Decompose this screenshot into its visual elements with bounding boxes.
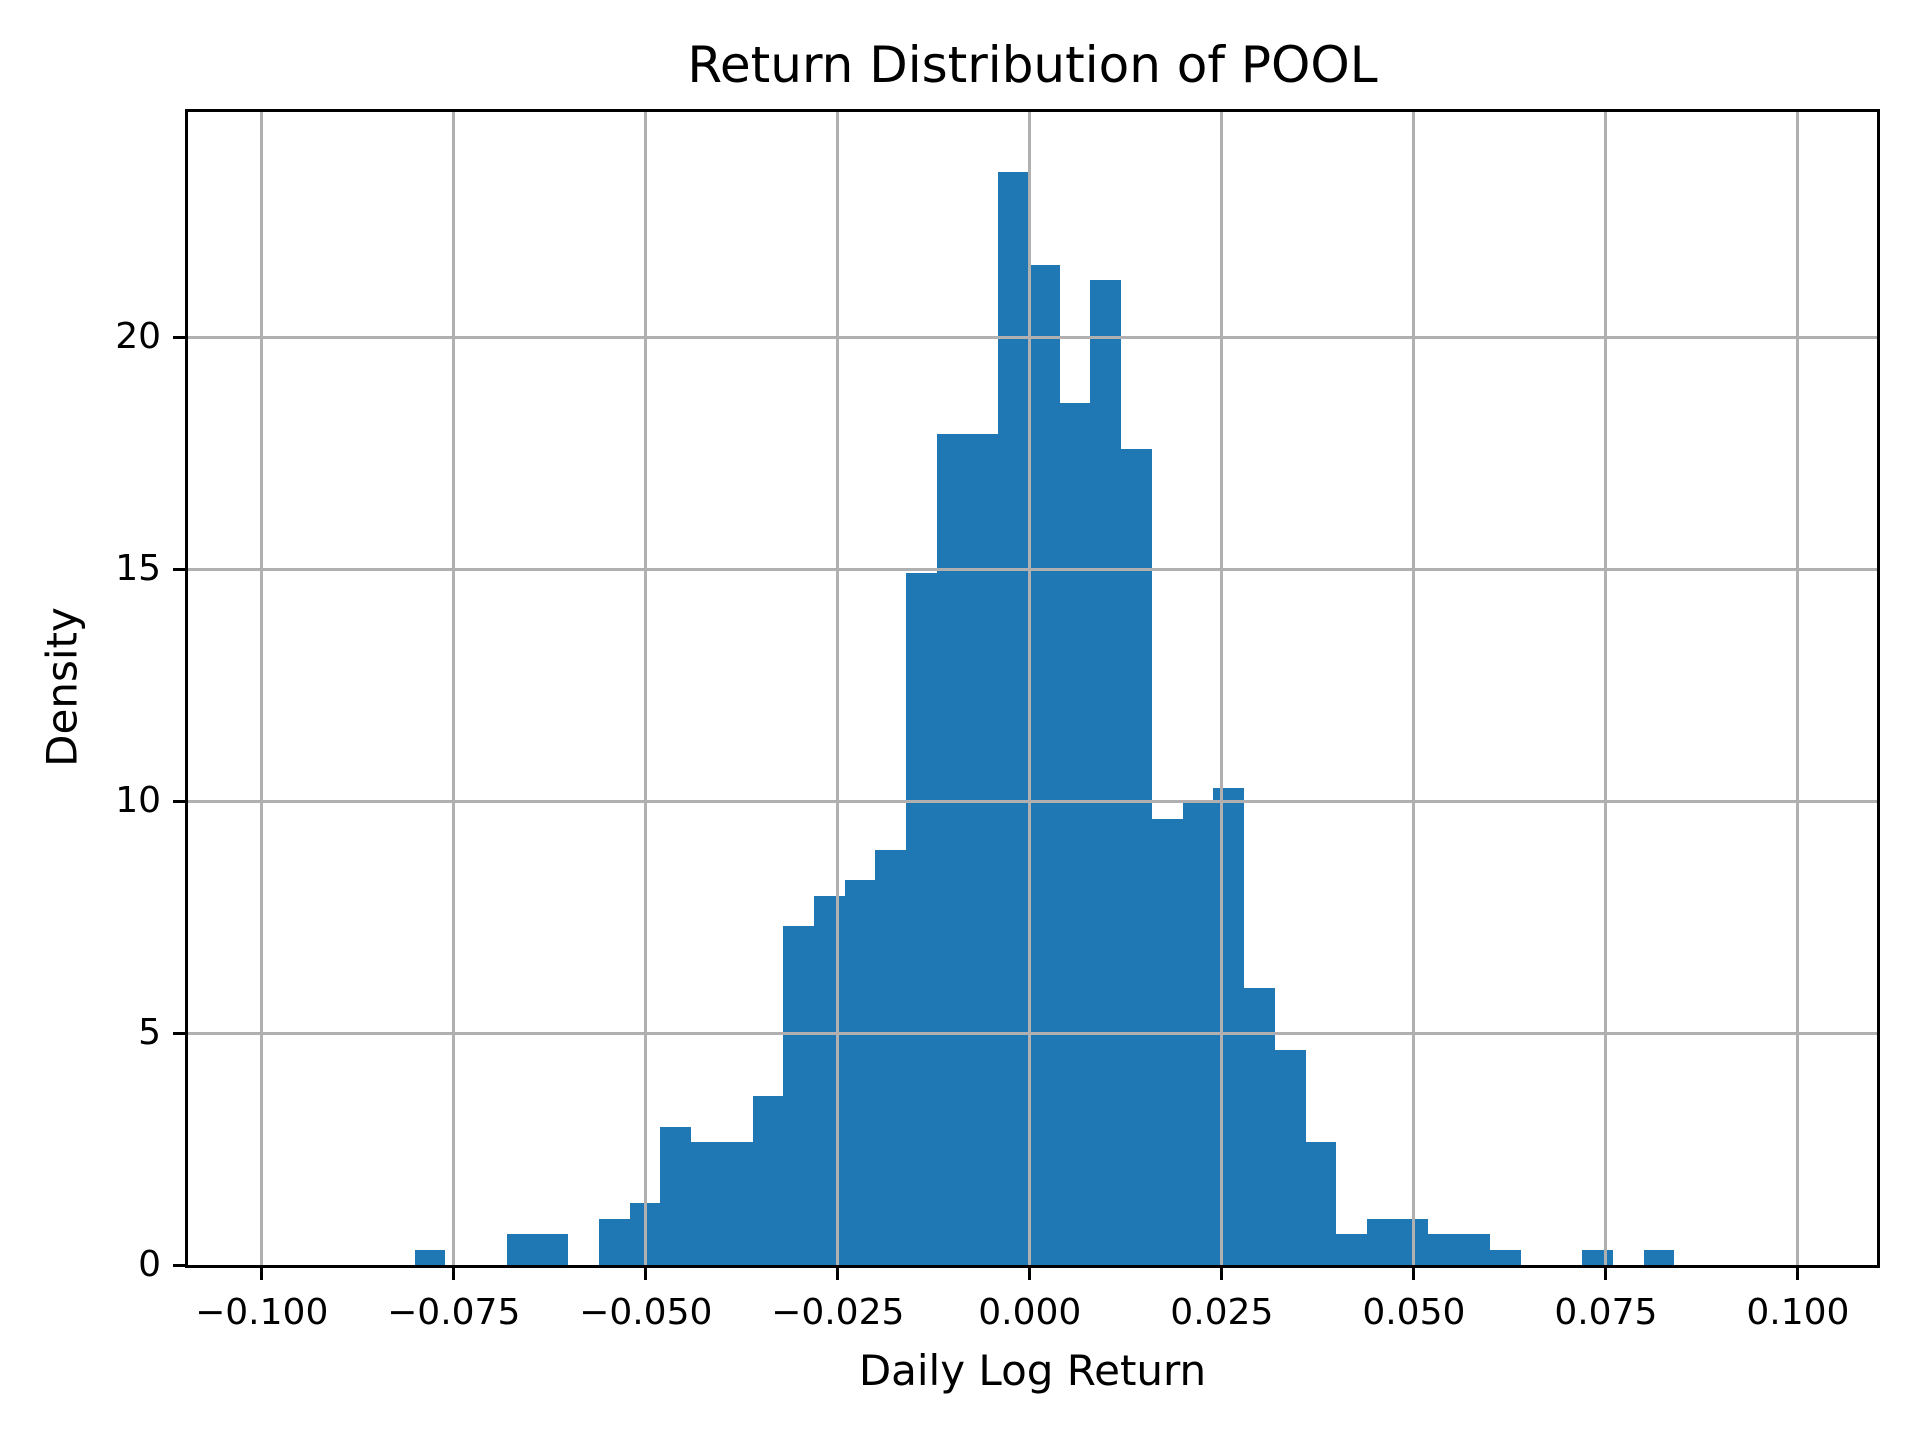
- histogram-bar: [936, 434, 968, 1265]
- histogram-bar: [1213, 788, 1245, 1265]
- x-tick-mark: [1412, 1268, 1416, 1280]
- histogram-bar: [967, 434, 999, 1265]
- x-tick-mark: [260, 1268, 264, 1280]
- plot-area: [185, 109, 1880, 1268]
- x-tick-label: 0.025: [1170, 1292, 1274, 1333]
- x-tick-label: −0.050: [579, 1292, 713, 1333]
- x-gridline: [836, 112, 840, 1265]
- histogram-bar: [506, 1234, 538, 1265]
- x-tick-label: −0.025: [771, 1292, 905, 1333]
- x-tick-mark: [644, 1268, 648, 1280]
- histogram-bar: [1151, 818, 1183, 1265]
- histogram-bar: [1059, 403, 1091, 1265]
- histogram-bar: [1029, 264, 1060, 1265]
- histogram-bar: [752, 1095, 784, 1265]
- histogram-bar: [1459, 1234, 1490, 1265]
- y-tick-mark: [173, 335, 185, 339]
- histogram-bar: [1366, 1218, 1398, 1265]
- x-tick-label: 0.075: [1554, 1292, 1658, 1333]
- x-tick-mark: [1796, 1268, 1800, 1280]
- x-tick-mark: [1604, 1268, 1608, 1280]
- x-gridline: [1220, 112, 1224, 1265]
- histogram-bar: [813, 895, 845, 1265]
- histogram-bar: [691, 1142, 722, 1265]
- histogram-bar: [1428, 1234, 1460, 1265]
- y-tick-label: 20: [115, 316, 161, 358]
- x-tick-label: 0.050: [1362, 1292, 1466, 1333]
- y-axis-label: Density: [37, 607, 87, 767]
- y-tick-label: 15: [115, 548, 161, 590]
- histogram-bar: [1336, 1234, 1367, 1265]
- x-tick-label: 0.000: [978, 1292, 1082, 1333]
- histogram-bar: [844, 880, 876, 1265]
- x-tick-label: 0.100: [1746, 1292, 1850, 1333]
- y-tick-mark: [173, 799, 185, 803]
- x-tick-mark: [452, 1268, 456, 1280]
- histogram-bar: [1305, 1142, 1337, 1265]
- x-gridline: [1028, 112, 1032, 1265]
- y-tick-mark: [173, 567, 185, 571]
- chart-title: Return Distribution of POOL: [687, 36, 1378, 94]
- histogram-bar: [598, 1218, 630, 1265]
- y-tick-label: 0: [138, 1244, 161, 1285]
- histogram-bar: [1274, 1049, 1306, 1265]
- y-tick-mark: [173, 1031, 185, 1035]
- x-gridline: [260, 112, 264, 1265]
- histogram-bar: [414, 1249, 446, 1265]
- x-tick-mark: [1028, 1268, 1032, 1280]
- histogram-bar: [998, 172, 1030, 1265]
- y-gridline: [188, 799, 1877, 803]
- x-gridline: [1796, 112, 1800, 1265]
- y-gridline: [188, 335, 1877, 339]
- histogram-bar: [660, 1126, 692, 1265]
- histogram-bar: [721, 1142, 753, 1265]
- y-tick-label: 5: [138, 1012, 161, 1053]
- y-tick-label: 10: [115, 780, 161, 822]
- histogram-bar: [906, 572, 937, 1265]
- x-tick-label: −0.100: [195, 1292, 329, 1333]
- x-tick-label: −0.075: [387, 1292, 521, 1333]
- x-gridline: [1604, 112, 1608, 1265]
- y-tick-mark: [173, 1263, 185, 1267]
- histogram-bar: [1090, 280, 1122, 1265]
- histogram-bar: [783, 926, 814, 1265]
- histogram-bar: [875, 849, 907, 1265]
- x-gridline: [452, 112, 456, 1265]
- histogram-bar: [537, 1234, 569, 1265]
- histogram-bar: [1489, 1249, 1521, 1265]
- x-gridline: [644, 112, 648, 1265]
- histogram-bar: [1582, 1249, 1613, 1265]
- x-tick-mark: [836, 1268, 840, 1280]
- histogram-bar: [1244, 988, 1275, 1265]
- x-axis-label: Daily Log Return: [858, 1346, 1207, 1395]
- x-gridline: [1412, 112, 1416, 1265]
- histogram-bar: [1643, 1249, 1675, 1265]
- x-tick-mark: [1220, 1268, 1224, 1280]
- histogram-bar: [1121, 449, 1152, 1265]
- y-gridline: [188, 567, 1877, 571]
- y-gridline: [188, 1031, 1877, 1035]
